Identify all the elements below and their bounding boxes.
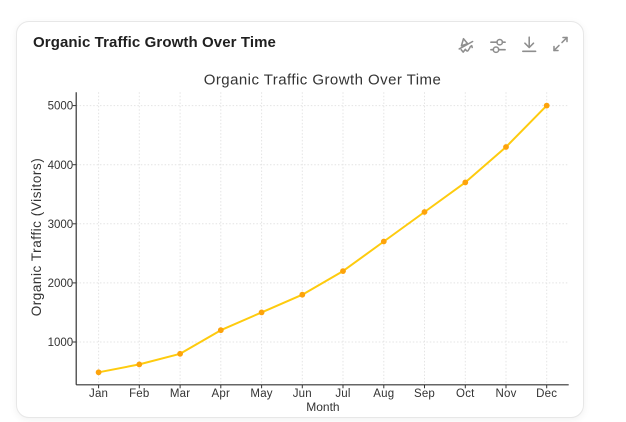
svg-text:1000: 1000 bbox=[48, 337, 74, 349]
svg-text:5000: 5000 bbox=[48, 101, 74, 113]
svg-text:Organic Traffic (Visitors): Organic Traffic (Visitors) bbox=[29, 158, 44, 317]
svg-text:Organic Traffic Growth Over Ti: Organic Traffic Growth Over Time bbox=[204, 72, 442, 89]
svg-text:Sep: Sep bbox=[414, 388, 435, 400]
svg-text:Oct: Oct bbox=[456, 388, 475, 400]
svg-text:Month: Month bbox=[306, 400, 339, 414]
svg-text:Aug: Aug bbox=[373, 388, 394, 400]
svg-text:Apr: Apr bbox=[212, 388, 231, 400]
svg-text:Jul: Jul bbox=[335, 388, 350, 400]
svg-text:4000: 4000 bbox=[48, 160, 74, 172]
svg-text:May: May bbox=[250, 388, 272, 400]
svg-text:Jun: Jun bbox=[293, 388, 312, 400]
svg-text:2000: 2000 bbox=[48, 278, 74, 290]
svg-text:3000: 3000 bbox=[48, 219, 74, 231]
svg-text:Mar: Mar bbox=[170, 388, 190, 400]
svg-text:Jan: Jan bbox=[89, 388, 108, 400]
svg-text:Nov: Nov bbox=[495, 388, 516, 400]
svg-text:Feb: Feb bbox=[129, 388, 149, 400]
svg-text:Dec: Dec bbox=[536, 388, 557, 400]
